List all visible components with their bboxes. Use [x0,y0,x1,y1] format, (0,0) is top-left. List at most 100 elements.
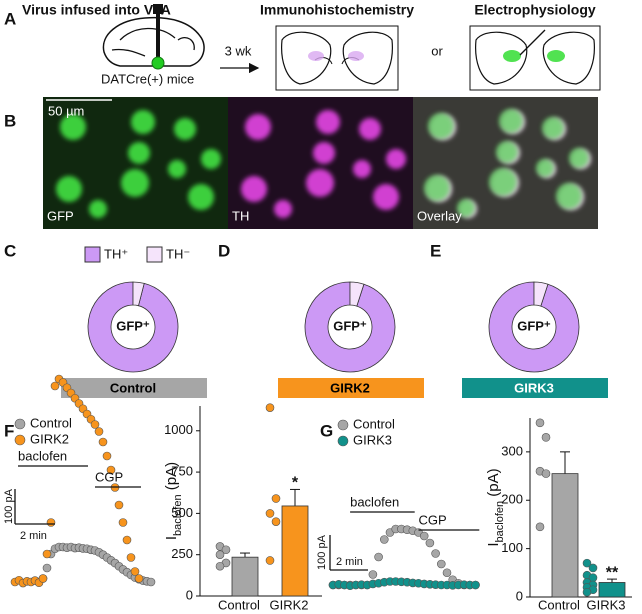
data-point [265,403,275,412]
y-label-main: I [485,542,502,546]
data-point [114,500,124,510]
labelled-area [348,51,364,61]
syringe-top [153,4,163,14]
labelled-area [547,50,565,62]
data-point [265,509,275,518]
y-label-sub: baclofen [172,494,184,536]
brain-outline [102,16,205,67]
legend-label: Control [353,416,395,431]
panel-label: G [320,421,333,440]
y-tick-label: 200 [501,492,523,507]
annotation-label: CGP [95,469,123,484]
interval-label: 3 wk [225,43,252,58]
y-tick-label: 500 [171,505,193,520]
x-tick-label: Control [218,597,260,612]
data-point [130,567,140,576]
data-point [38,574,48,583]
pie-slice [533,281,549,307]
method-1-label: Immunohistochemistry [260,2,414,18]
y-axis-label: Ibaclofen (pA) [485,468,506,546]
labelled-area [503,50,521,62]
group-bar [462,378,608,398]
data-point [442,568,452,578]
data-point [379,535,389,544]
data-point [271,494,281,503]
pie-slice [87,281,179,373]
legend-label: GIRK3 [353,432,392,447]
pie-slice [488,281,580,373]
data-point [126,553,136,562]
x-tick-label: GIRK3 [586,597,625,612]
data-point [215,561,225,571]
scale-bar-y-label: 100 pA [316,534,328,570]
legend-marker [14,434,26,446]
y-tick-label: 100 [501,540,523,555]
slice-box [469,25,601,91]
data-point [106,465,116,475]
annotation-label: baclofen [18,448,67,463]
injection-site [151,56,165,70]
slice-outline [281,31,393,85]
channel-label: GFP [47,208,74,223]
data-point [94,427,104,436]
electrode [519,29,546,56]
significance: ** [606,564,619,581]
channel-label: TH [232,208,249,223]
group-label: GIRK3 [514,380,554,395]
center-label: GFP⁺ [517,318,551,333]
group-label: Control [110,380,156,395]
labelled-area [308,51,324,61]
data-point [436,559,446,569]
legend-swatch [84,246,101,263]
data-point [535,522,545,532]
y-label-main: I [163,536,180,540]
bar [231,556,259,597]
data-point [46,518,56,527]
data-point [582,558,592,568]
data-point [588,563,598,573]
data-point [471,580,480,590]
data-point [122,535,132,545]
data-point [431,549,440,558]
bar [598,582,626,598]
data-point [42,563,52,573]
y-tick-label: 1000 [164,422,193,437]
legend-label: TH⁺ [104,246,128,261]
pie-slice [349,281,365,307]
legend-label: Control [30,415,72,430]
data-point [102,451,112,461]
data-point [541,433,551,442]
panel-a-title: Virus infused into VTA [22,2,171,18]
center-label: GFP⁺ [333,318,367,333]
legend-label: TH⁻ [166,246,190,261]
legend-marker [14,418,26,430]
panel-label: F [4,421,14,440]
y-label-unit: (pA) [485,468,502,501]
panel-label: D [218,241,230,260]
data-point [265,556,275,565]
bar [551,473,579,598]
y-tick-label: 250 [171,546,193,561]
data-point [221,545,231,555]
x-tick-label: GIRK2 [269,597,308,612]
panel-label: E [430,241,441,260]
slice-box [275,25,399,91]
mice-label: DATCre(+) mice [101,71,194,86]
legend-marker [337,435,349,447]
data-point [146,577,156,587]
scale-bar-label: 50 µm [48,103,84,118]
data-point [535,418,545,428]
y-tick-label: 0 [186,587,193,602]
center-label: GFP⁺ [116,318,150,333]
panel-label: C [4,241,16,260]
data-point [118,518,128,527]
y-label-unit: (pA) [163,462,180,495]
legend-swatch [146,246,163,263]
method-2-label: Electrophysiology [474,2,596,18]
data-point [425,538,435,548]
y-label-sub: baclofen [494,501,506,543]
annotation-label: CGP [419,512,447,527]
channel-label: Overlay [417,208,462,223]
